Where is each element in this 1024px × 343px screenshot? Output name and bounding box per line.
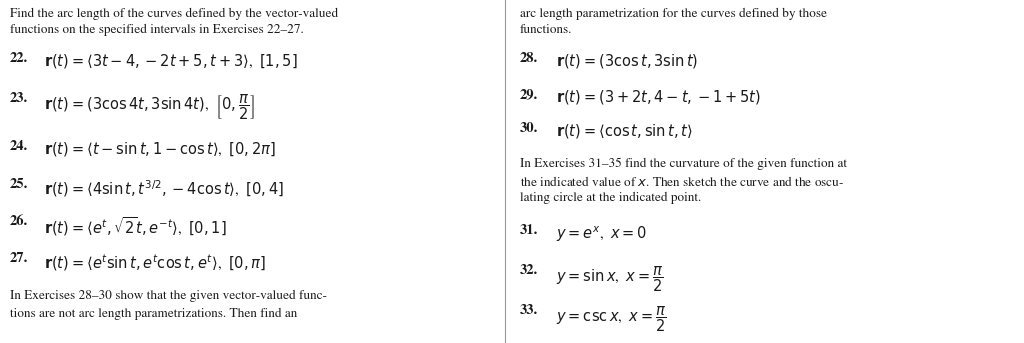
Text: 30.: 30. [520,122,539,135]
Text: 25.: 25. [10,178,29,191]
Text: 26.: 26. [10,215,29,228]
Text: $\mathbf{r}$$(t) = \langle e^t \sin t, e^t \cos t, e^t\rangle$,  $[0, \pi]$: $\mathbf{r}$$(t) = \langle e^t \sin t, e… [44,252,266,273]
Text: 28.: 28. [520,52,539,65]
Text: $\mathbf{r}$$(t) = (3\cos t, 3\sin t)$: $\mathbf{r}$$(t) = (3\cos t, 3\sin t)$ [556,52,698,70]
Text: 33.: 33. [520,304,539,317]
Text: $\mathbf{r}$$(t) = \langle 4\sin t, t^{3/2}, -4\cos t\rangle$,  $[0, 4]$: $\mathbf{r}$$(t) = \langle 4\sin t, t^{3… [44,178,284,199]
Text: 23.: 23. [10,92,29,105]
Text: $\mathbf{r}$$(t) = (3\cos 4t, 3\sin 4t)$,  $\left[0, \dfrac{\pi}{2}\right]$: $\mathbf{r}$$(t) = (3\cos 4t, 3\sin 4t)$… [44,92,255,121]
Text: arc length parametrization for the curves defined by those: arc length parametrization for the curve… [520,8,827,20]
Text: $y = e^x$,  $x = 0$: $y = e^x$, $x = 0$ [556,224,647,244]
Text: 27.: 27. [10,252,29,265]
Text: $y = \csc x$,  $x = \dfrac{\pi}{2}$: $y = \csc x$, $x = \dfrac{\pi}{2}$ [556,304,667,333]
Text: 24.: 24. [10,140,29,153]
Text: functions on the specified intervals in Exercises 22–27.: functions on the specified intervals in … [10,24,304,36]
Text: Find the arc length of the curves defined by the vector-valued: Find the arc length of the curves define… [10,8,338,20]
Text: In Exercises 31–35 find the curvature of the given function at: In Exercises 31–35 find the curvature of… [520,158,847,170]
Text: $\mathbf{r}$$(t) = (3 + 2t, 4 - t, -1 + 5t)$: $\mathbf{r}$$(t) = (3 + 2t, 4 - t, -1 + … [556,88,761,106]
Text: functions.: functions. [520,24,572,36]
Text: $\mathbf{r}$$(t) = \langle t - \sin t, 1 - \cos t\rangle$,  $[0, 2\pi]$: $\mathbf{r}$$(t) = \langle t - \sin t, 1… [44,140,276,158]
Text: In Exercises 28–30 show that the given vector-valued func-: In Exercises 28–30 show that the given v… [10,290,327,302]
Text: tions are not arc length parametrizations. Then find an: tions are not arc length parametrization… [10,308,297,320]
Text: 31.: 31. [520,224,539,237]
Text: $\mathbf{r}$$(t) = \langle \cos t, \sin t, t\rangle$: $\mathbf{r}$$(t) = \langle \cos t, \sin … [556,122,693,140]
Text: 22.: 22. [10,52,29,65]
Text: lating circle at the indicated point.: lating circle at the indicated point. [520,192,701,204]
Text: 32.: 32. [520,264,539,277]
Text: 29.: 29. [520,88,539,101]
Text: $\mathbf{r}$$(t) = \langle 3t - 4, -2t + 5, t + 3\rangle$,  $[1, 5]$: $\mathbf{r}$$(t) = \langle 3t - 4, -2t +… [44,52,298,70]
Text: $y = \sin x$,  $x = \dfrac{\pi}{2}$: $y = \sin x$, $x = \dfrac{\pi}{2}$ [556,264,664,294]
Text: the indicated value of $x$. Then sketch the curve and the oscu-: the indicated value of $x$. Then sketch … [520,175,844,189]
Text: $\mathbf{r}$$(t) = \langle e^t, \sqrt{2}t, e^{-t}\rangle$,  $[0, 1]$: $\mathbf{r}$$(t) = \langle e^t, \sqrt{2}… [44,215,226,238]
